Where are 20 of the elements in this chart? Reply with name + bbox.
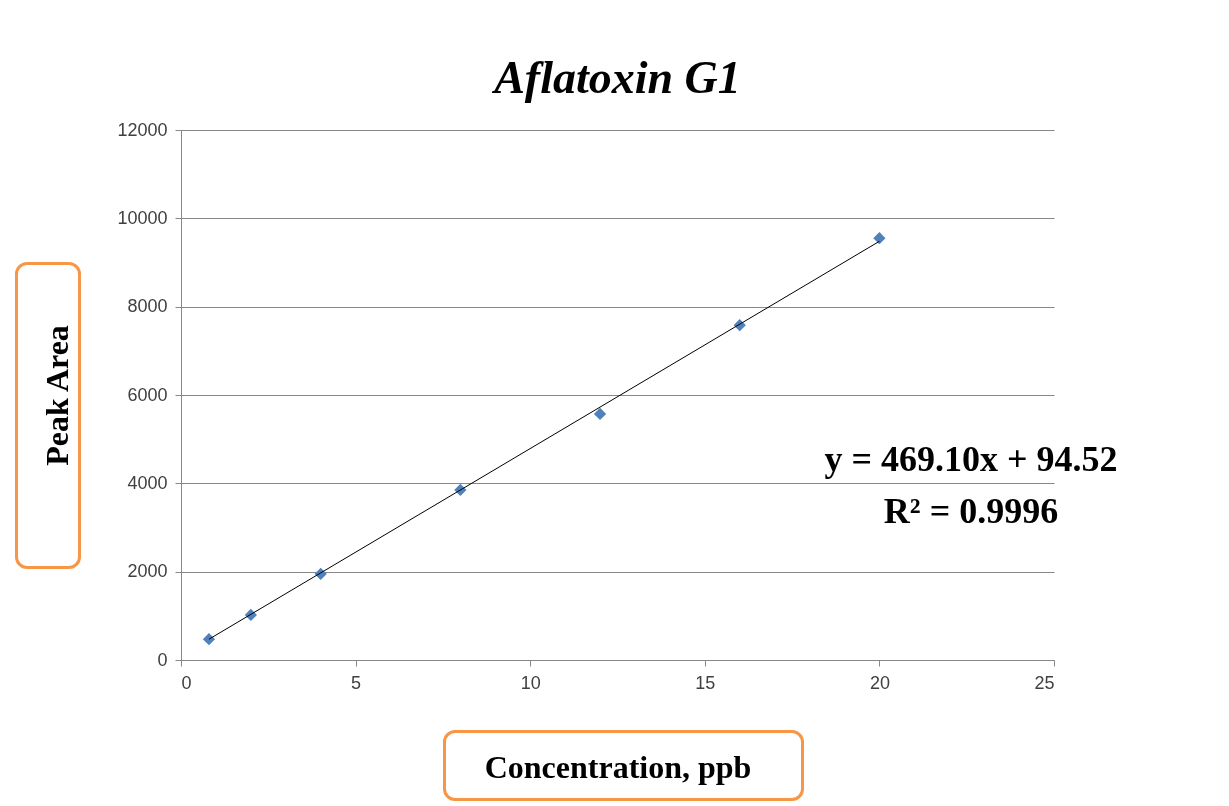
y-tick-label: 0 bbox=[157, 649, 168, 670]
x-tick-label: 25 bbox=[1034, 672, 1055, 693]
x-tick-label: 0 bbox=[181, 672, 192, 693]
chart-title: Aflatoxin G1 bbox=[491, 52, 741, 103]
x-tick-label: 20 bbox=[869, 672, 890, 693]
y-tick-label: 4000 bbox=[127, 472, 168, 493]
point bbox=[873, 232, 886, 245]
x-tick-label: 15 bbox=[695, 672, 716, 693]
x-axis-title: Concentration, ppb bbox=[484, 748, 752, 785]
x-tick-label: 5 bbox=[351, 672, 362, 693]
annotation: y = 469.10x + 94.52 bbox=[824, 439, 1118, 479]
y-axis-title: Peak Area bbox=[39, 325, 76, 466]
point bbox=[593, 407, 607, 421]
y-tick-label: 10000 bbox=[117, 207, 168, 228]
y-tick-label: 2000 bbox=[127, 561, 168, 582]
x-tick-label: 10 bbox=[520, 672, 541, 693]
y-tick-label: 8000 bbox=[127, 296, 168, 317]
annotation: R² = 0.9996 bbox=[883, 491, 1059, 531]
y-tick-label: 12000 bbox=[117, 119, 168, 140]
y-tick-label: 6000 bbox=[127, 384, 168, 405]
